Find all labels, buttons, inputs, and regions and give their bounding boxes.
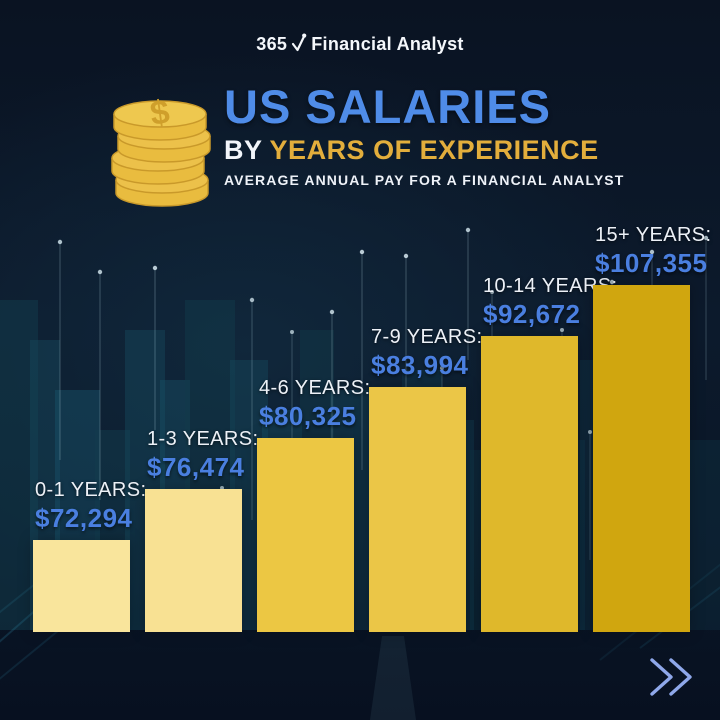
- bar-category-label: 0-1 YEARS:: [35, 479, 147, 501]
- bar-value-label: $107,355: [595, 248, 708, 278]
- brand-logo: 365 Financial Analyst: [0, 30, 720, 58]
- bar-label-stack: 1-3 YEARS: $76,474: [147, 427, 297, 482]
- page-tagline: AVERAGE ANNUAL PAY FOR A FINANCIAL ANALY…: [224, 172, 625, 188]
- bar-value-label: $80,325: [259, 401, 357, 431]
- bar-category-label: 10-14 YEARS:: [483, 275, 618, 297]
- bar-category-label: 1-3 YEARS:: [147, 428, 259, 450]
- bar-value-label: $83,994: [371, 350, 469, 380]
- header-block: $ US SALARIES BY YEARS OF EXPERIENCE AVE…: [104, 82, 624, 210]
- double-chevron-right-icon[interactable]: [644, 652, 698, 702]
- brand-prefix: 365: [256, 33, 288, 54]
- bar: [145, 489, 242, 632]
- page-title: US SALARIES: [224, 80, 551, 133]
- bar-value-label: $76,474: [147, 452, 245, 482]
- page-subtitle: BY YEARS OF EXPERIENCE: [224, 136, 624, 165]
- bar: [481, 336, 578, 632]
- brand-name: Financial Analyst: [311, 33, 464, 54]
- bar-category-label: 7-9 YEARS:: [371, 326, 483, 348]
- checkmark-with-dot-icon: [292, 33, 307, 52]
- coin-stack-icon: $: [104, 84, 216, 210]
- bar-label-stack: 0-1 YEARS: $72,294: [35, 478, 185, 533]
- bar: [369, 387, 466, 632]
- bar-category-label: 15+ YEARS:: [595, 224, 712, 246]
- bar-label-stack: 7-9 YEARS: $83,994: [371, 325, 521, 380]
- bar: [593, 285, 690, 632]
- bar-value-label: $92,672: [483, 299, 581, 329]
- subtitle-prefix: BY: [224, 135, 270, 165]
- bar-value-label: $72,294: [35, 503, 133, 533]
- bar-category-label: 4-6 YEARS:: [259, 377, 371, 399]
- subtitle-highlight: YEARS OF EXPERIENCE: [269, 135, 599, 165]
- bar: [33, 540, 130, 632]
- bar-label-stack: 10-14 YEARS: $92,672: [483, 274, 633, 329]
- bar-label-stack: 4-6 YEARS: $80,325: [259, 376, 409, 431]
- bar-label-stack: 15+ YEARS: $107,355: [595, 223, 720, 278]
- bar: [257, 438, 354, 632]
